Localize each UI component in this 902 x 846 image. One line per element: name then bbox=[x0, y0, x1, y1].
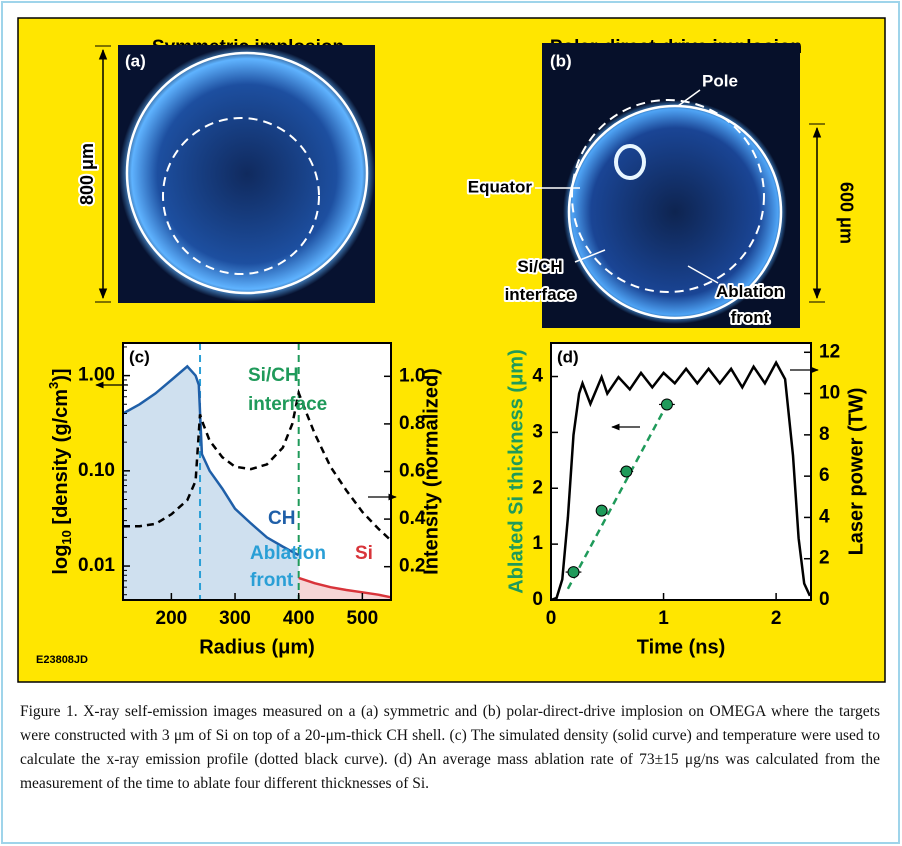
hot-spot bbox=[614, 144, 646, 180]
x-tick-label: 0 bbox=[546, 608, 557, 629]
leader bbox=[687, 265, 719, 284]
y-tick-label: 1 bbox=[532, 533, 543, 554]
caption: Figure 1. X-ray self-emission images mea… bbox=[20, 703, 880, 792]
annotation: Ablation front bbox=[716, 282, 784, 327]
area bbox=[123, 366, 299, 600]
line bbox=[298, 576, 392, 599]
chart: 200 300 400 500 0.01 0.10 1.00 0.2 0.4 0.6 0.8 1.0 (… bbox=[46, 342, 442, 658]
x-tick-label: 400 bbox=[283, 608, 315, 629]
y-tick-label: 0.10 bbox=[78, 460, 115, 481]
panel-label: (a) bbox=[125, 51, 146, 70]
x-tick-label: 500 bbox=[347, 608, 379, 629]
y2-tick-label: 0.2 bbox=[399, 556, 425, 577]
y-axis-label-part: )] bbox=[50, 368, 72, 381]
panel-label: (b) bbox=[550, 51, 572, 70]
panel-label: (c) bbox=[129, 347, 150, 366]
y2-tick-label: 2 bbox=[819, 548, 830, 569]
scale-label: 800 μm bbox=[77, 143, 97, 205]
y2-tick-label: 0.8 bbox=[399, 413, 425, 434]
x-axis-label: Radius (μm) bbox=[199, 636, 315, 658]
x-tick-label: 200 bbox=[156, 608, 188, 629]
data-point bbox=[660, 398, 673, 411]
annotation: Pole bbox=[702, 71, 738, 90]
emission bbox=[119, 46, 375, 302]
y2-tick-label: 10 bbox=[819, 383, 840, 404]
line bbox=[123, 388, 392, 542]
outer-ring bbox=[567, 104, 783, 320]
y2-tick-label: 1.0 bbox=[399, 365, 425, 386]
data-point bbox=[620, 465, 633, 478]
inner-ring bbox=[571, 99, 765, 293]
annotation-line: Ablation bbox=[716, 282, 784, 301]
annotation: Ablation bbox=[250, 543, 326, 564]
y-tick-label: 2 bbox=[532, 477, 543, 498]
x-tick-label: 2 bbox=[771, 608, 782, 629]
plot-frame bbox=[550, 342, 812, 601]
y2-tick-label: 0.6 bbox=[399, 461, 425, 482]
y2-tick-label: 0 bbox=[819, 589, 830, 610]
leader bbox=[574, 249, 606, 263]
y-tick-label: 0.01 bbox=[78, 555, 115, 576]
y-axis-label-part: 3 bbox=[46, 382, 61, 389]
area bbox=[298, 577, 391, 600]
data-point bbox=[567, 566, 580, 579]
y2-tick-label: 4 bbox=[819, 506, 830, 527]
outer-ring bbox=[125, 51, 369, 295]
line bbox=[566, 403, 669, 590]
annotation-line: Si/CH bbox=[517, 257, 562, 276]
line bbox=[122, 364, 300, 557]
annotation: front bbox=[250, 570, 294, 591]
x-axis-label: Time (ns) bbox=[637, 636, 726, 658]
y2-tick-label: 12 bbox=[819, 341, 840, 362]
series-label: Si bbox=[355, 543, 373, 564]
line bbox=[550, 359, 812, 602]
x-tick-label: 1 bbox=[658, 608, 669, 629]
annotation: Si/CH bbox=[248, 365, 299, 386]
figure-code: E23808JD bbox=[36, 654, 88, 666]
plot-area bbox=[551, 343, 811, 600]
y-axis-label: log10 [density (g/cm3)] bbox=[46, 368, 74, 574]
annotation-line: front bbox=[731, 308, 770, 327]
x-tick-label: 300 bbox=[219, 608, 251, 629]
y2-axis-label: Intensity (normalized) bbox=[420, 368, 442, 575]
y2-tick-label: 6 bbox=[819, 465, 830, 486]
series-label: CH bbox=[268, 508, 295, 529]
y-tick-label: 1.00 bbox=[78, 365, 115, 386]
annotation: Si/CH interface bbox=[505, 257, 576, 304]
leader bbox=[677, 89, 701, 107]
scale-label: 600 μm bbox=[836, 182, 856, 244]
annotation: Equator bbox=[468, 177, 533, 196]
panel-label: (d) bbox=[557, 347, 579, 366]
annotation-line: interface bbox=[505, 285, 576, 304]
y-tick-label: 3 bbox=[532, 421, 543, 442]
y-axis-label-part: [density (g/cm bbox=[50, 389, 72, 530]
inner-ring bbox=[162, 117, 320, 275]
y2-tick-label: 8 bbox=[819, 424, 830, 445]
y2-tick-label: 0.4 bbox=[399, 508, 426, 529]
annotation: interface bbox=[248, 394, 327, 415]
y-axis-label: Ablated Si thickness (μm) bbox=[505, 349, 527, 594]
y-tick-label: 4 bbox=[532, 366, 543, 387]
y-axis-label-part: log bbox=[50, 545, 72, 575]
data-point bbox=[595, 504, 608, 517]
y-axis-label-part: 10 bbox=[59, 530, 74, 544]
y2-axis-label: Laser power (TW) bbox=[845, 388, 867, 556]
y-tick-label: 0 bbox=[532, 589, 543, 610]
